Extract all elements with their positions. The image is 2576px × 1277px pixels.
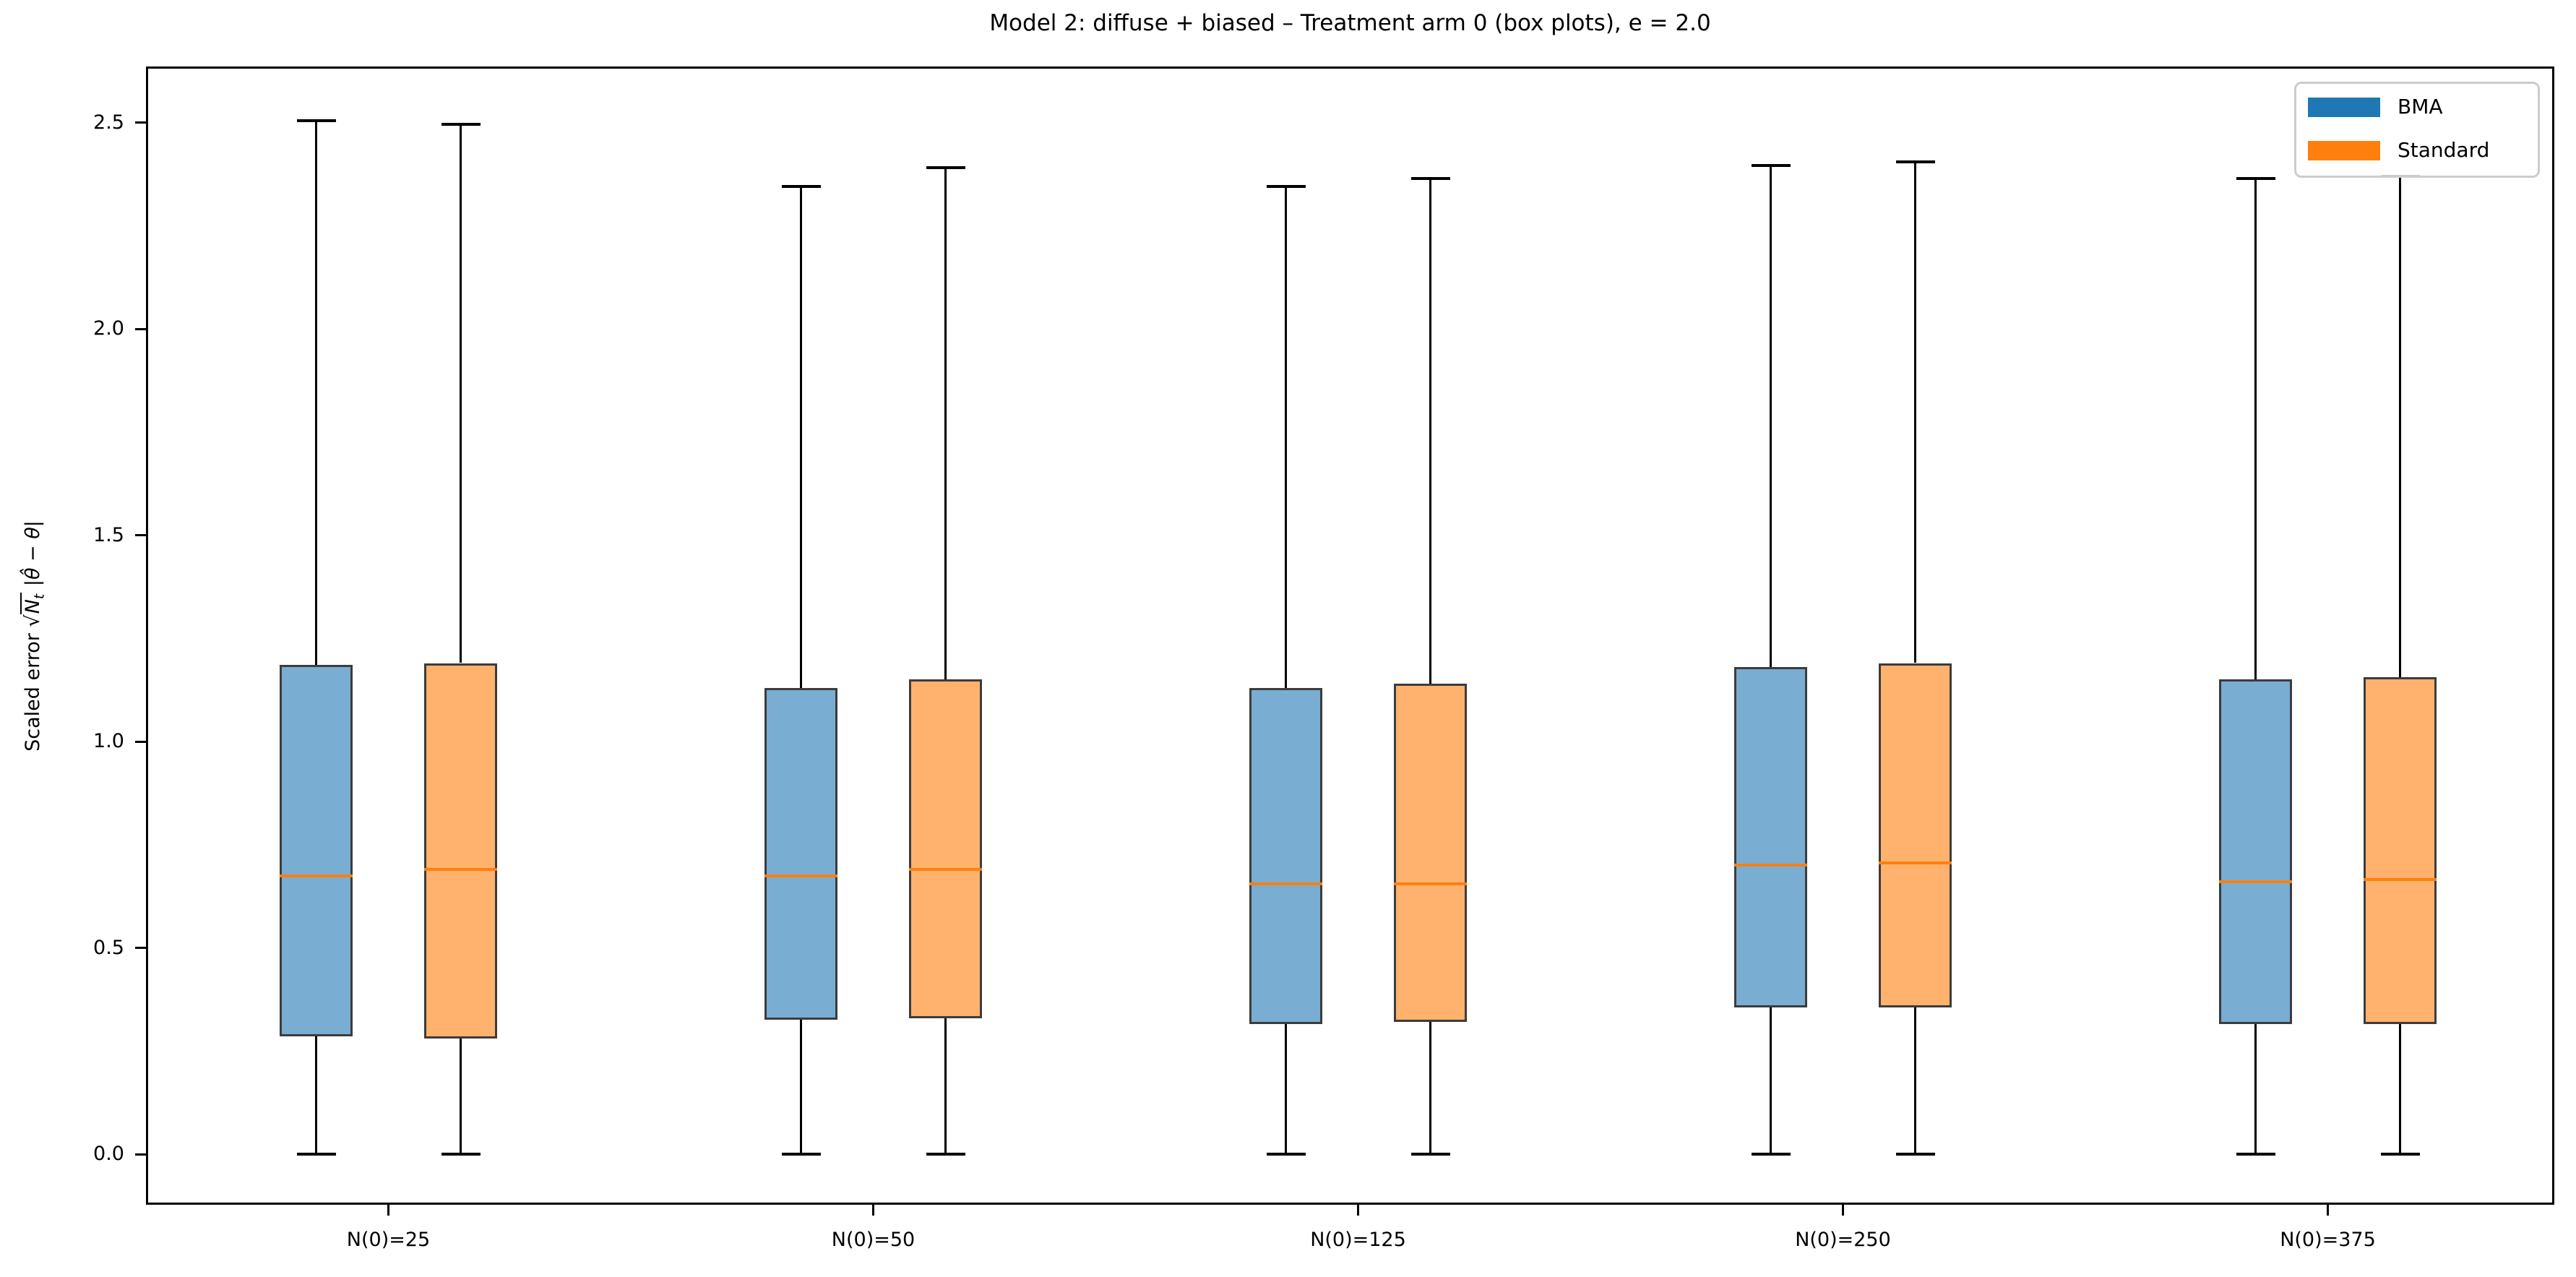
whisker-upper-bma — [800, 186, 802, 688]
box-bma — [764, 687, 837, 1020]
whisker-cap-bottom-standard — [926, 1153, 965, 1156]
whisker-upper-bma — [1770, 165, 1772, 668]
y-tick-label: 0.0 — [93, 1143, 124, 1165]
whisker-upper-bma — [1285, 186, 1287, 688]
box-standard — [2364, 677, 2437, 1025]
x-tick-label: N(0)=25 — [346, 1229, 431, 1251]
y-tick-label: 0.5 — [93, 936, 124, 959]
whisker-cap-bottom-standard — [1410, 1153, 1450, 1156]
whisker-cap-top-bma — [1266, 185, 1306, 188]
whisker-cap-bottom-bma — [781, 1153, 821, 1156]
box-standard — [424, 663, 497, 1039]
median-line-bma — [1249, 882, 1322, 885]
y-tick-mark — [135, 534, 146, 536]
x-tick-label: N(0)=250 — [1795, 1229, 1891, 1251]
whisker-cap-bottom-bma — [1751, 1153, 1791, 1156]
y-tick-mark — [135, 121, 146, 124]
whisker-cap-top-bma — [1751, 164, 1791, 168]
whisker-cap-top-standard — [926, 166, 965, 170]
y-axis-label-radicand: Nt — [20, 592, 48, 615]
y-tick-mark — [135, 1153, 146, 1156]
median-line-standard — [1879, 861, 1952, 865]
legend: BMA Standard — [2294, 82, 2540, 178]
whisker-lower-bma — [2254, 1024, 2257, 1154]
box-bma — [2219, 679, 2292, 1025]
legend-swatch-bma — [2308, 98, 2380, 117]
whisker-cap-bottom-bma — [1266, 1153, 1306, 1156]
whisker-upper-standard — [1914, 161, 1916, 663]
x-tick-mark — [1842, 1205, 1844, 1216]
whisker-lower-bma — [1770, 1007, 1772, 1154]
y-tick-mark — [135, 947, 146, 949]
whisker-cap-bottom-standard — [2380, 1153, 2420, 1156]
y-tick-label: 1.0 — [93, 730, 124, 752]
median-line-standard — [2364, 878, 2437, 882]
legend-label-bma: BMA — [2398, 95, 2443, 119]
median-line-standard — [424, 868, 497, 871]
chart-title: Model 2: diffuse + biased – Treatment ar… — [989, 10, 1711, 36]
whisker-lower-bma — [315, 1036, 317, 1154]
legend-swatch-standard — [2308, 141, 2380, 160]
whisker-upper-bma — [2254, 178, 2257, 680]
median-line-bma — [2219, 880, 2292, 884]
box-bma — [280, 665, 353, 1037]
box-standard — [1879, 663, 1952, 1008]
x-tick-label: N(0)=125 — [1310, 1229, 1406, 1251]
whisker-lower-bma — [1285, 1024, 1287, 1154]
whisker-cap-top-standard — [1895, 160, 1935, 163]
sqrt-icon: √ — [22, 614, 44, 627]
median-line-bma — [1734, 864, 1807, 867]
x-tick-label: N(0)=375 — [2280, 1229, 2376, 1251]
whisker-cap-bottom-standard — [441, 1153, 481, 1156]
whisker-upper-standard — [1429, 178, 1431, 684]
median-line-bma — [764, 874, 837, 877]
whisker-upper-standard — [944, 168, 947, 680]
median-line-bma — [280, 874, 353, 877]
whisker-upper-standard — [460, 124, 462, 663]
whisker-cap-bottom-bma — [296, 1153, 336, 1156]
box-standard — [909, 679, 982, 1018]
box-bma — [1734, 667, 1807, 1008]
axes-frame — [146, 66, 2554, 1205]
y-tick-label: 2.0 — [93, 317, 124, 340]
whisker-lower-standard — [944, 1018, 947, 1154]
median-line-standard — [1394, 882, 1467, 885]
y-tick-label: 1.5 — [93, 523, 124, 546]
x-tick-mark — [872, 1205, 874, 1216]
legend-row-standard: Standard — [2296, 136, 2538, 165]
whisker-cap-top-standard — [441, 123, 481, 126]
y-axis-label: Scaled error √Nt |θ̂ − θ| — [19, 419, 48, 853]
whisker-lower-bma — [800, 1020, 802, 1154]
whisker-cap-bottom-bma — [2236, 1153, 2275, 1156]
y-tick-mark — [135, 327, 146, 330]
median-line-standard — [909, 868, 982, 871]
x-tick-mark — [387, 1205, 389, 1216]
whisker-cap-top-bma — [781, 185, 821, 188]
whisker-lower-standard — [460, 1039, 462, 1154]
x-tick-mark — [1357, 1205, 1359, 1216]
whisker-cap-top-bma — [2236, 176, 2275, 180]
x-tick-label: N(0)=50 — [831, 1229, 916, 1251]
y-tick-mark — [135, 740, 146, 743]
whisker-cap-bottom-standard — [1895, 1153, 1935, 1156]
y-tick-label: 2.5 — [93, 111, 124, 134]
x-tick-mark — [2327, 1205, 2329, 1216]
box-standard — [1394, 684, 1467, 1023]
whisker-cap-top-bma — [296, 119, 336, 122]
whisker-cap-top-standard — [1410, 176, 1450, 180]
legend-label-standard: Standard — [2398, 138, 2490, 162]
box-bma — [1249, 687, 1322, 1025]
whisker-upper-bma — [315, 120, 317, 666]
legend-row-bma: BMA — [2296, 93, 2538, 121]
whisker-upper-standard — [2399, 176, 2401, 678]
whisker-lower-standard — [1429, 1022, 1431, 1154]
whisker-lower-standard — [2399, 1024, 2401, 1154]
whisker-lower-standard — [1914, 1007, 1916, 1154]
